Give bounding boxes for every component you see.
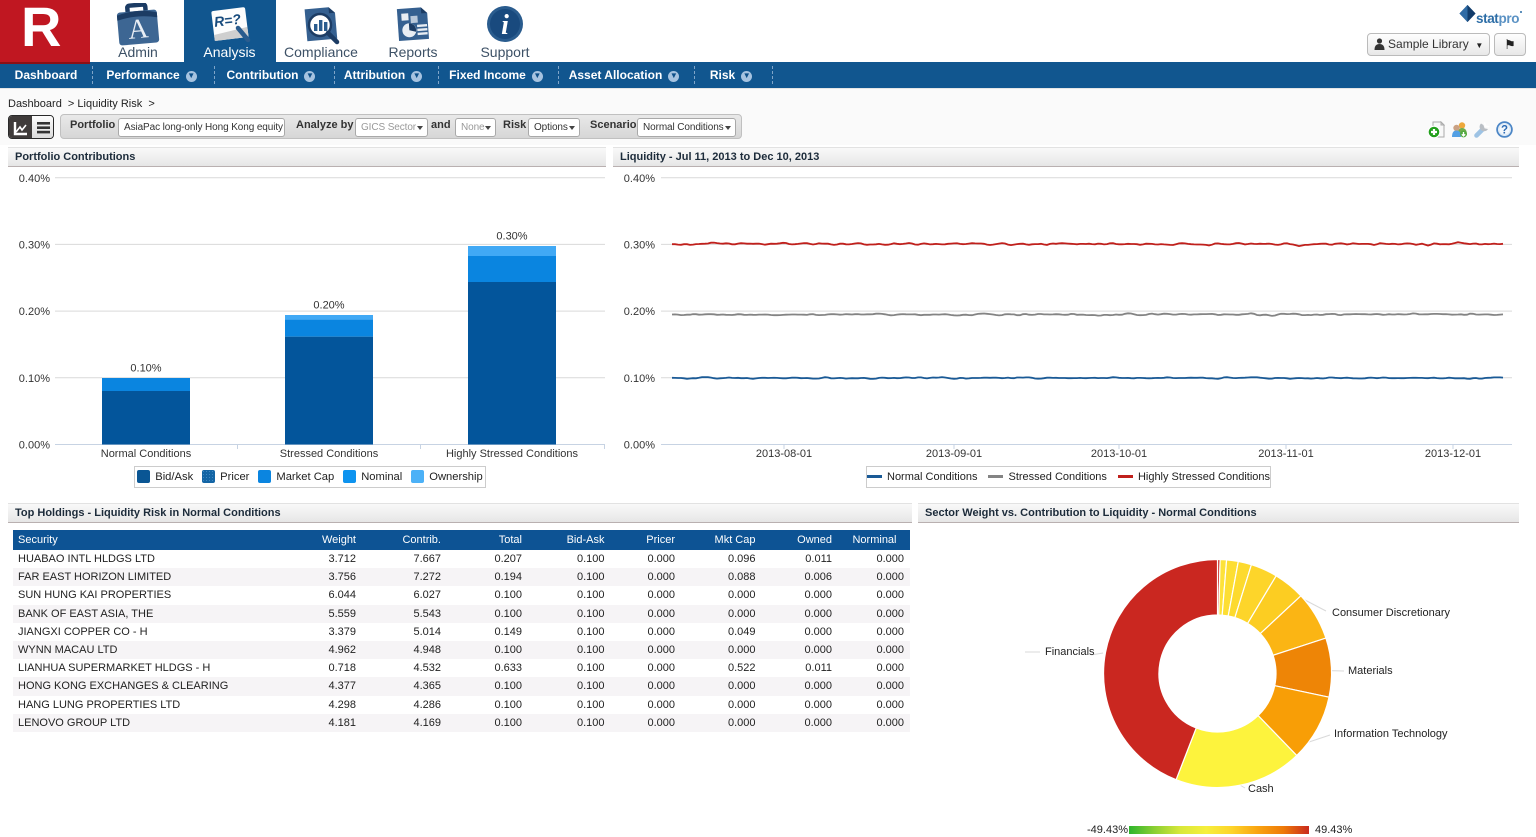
svg-text:0.10%: 0.10%: [130, 363, 161, 375]
svg-text:pro: pro: [1499, 11, 1520, 26]
svg-text:0.40%: 0.40%: [624, 173, 655, 185]
svg-text:0.30%: 0.30%: [624, 239, 655, 251]
svg-text:Normal Conditions: Normal Conditions: [101, 448, 192, 460]
svg-text:0.20%: 0.20%: [19, 306, 50, 318]
svg-text:R=?: R=?: [213, 11, 242, 30]
svg-text:0.00%: 0.00%: [624, 440, 655, 452]
svg-text:2013-12-01: 2013-12-01: [1425, 448, 1481, 460]
svg-text:Highly Stressed Conditions: Highly Stressed Conditions: [446, 448, 579, 460]
svg-text:0.30%: 0.30%: [19, 239, 50, 251]
svg-text:i: i: [501, 10, 509, 41]
svg-text:0.20%: 0.20%: [313, 300, 344, 312]
svg-text:0.10%: 0.10%: [624, 373, 655, 385]
svg-text:0.30%: 0.30%: [496, 231, 527, 243]
svg-text:2013-10-01: 2013-10-01: [1091, 448, 1147, 460]
svg-text:0.00%: 0.00%: [19, 440, 50, 452]
svg-text:Stressed Conditions: Stressed Conditions: [280, 448, 379, 460]
svg-text:0.20%: 0.20%: [624, 306, 655, 318]
svg-text:2013-09-01: 2013-09-01: [926, 448, 982, 460]
svg-text:stat: stat: [1476, 11, 1499, 26]
svg-text:A: A: [127, 13, 151, 46]
svg-text:?: ?: [1501, 125, 1508, 137]
svg-text:2013-08-01: 2013-08-01: [756, 448, 812, 460]
svg-text:0.40%: 0.40%: [19, 173, 50, 185]
svg-text:2013-11-01: 2013-11-01: [1258, 448, 1313, 460]
svg-text:0.10%: 0.10%: [19, 373, 50, 385]
